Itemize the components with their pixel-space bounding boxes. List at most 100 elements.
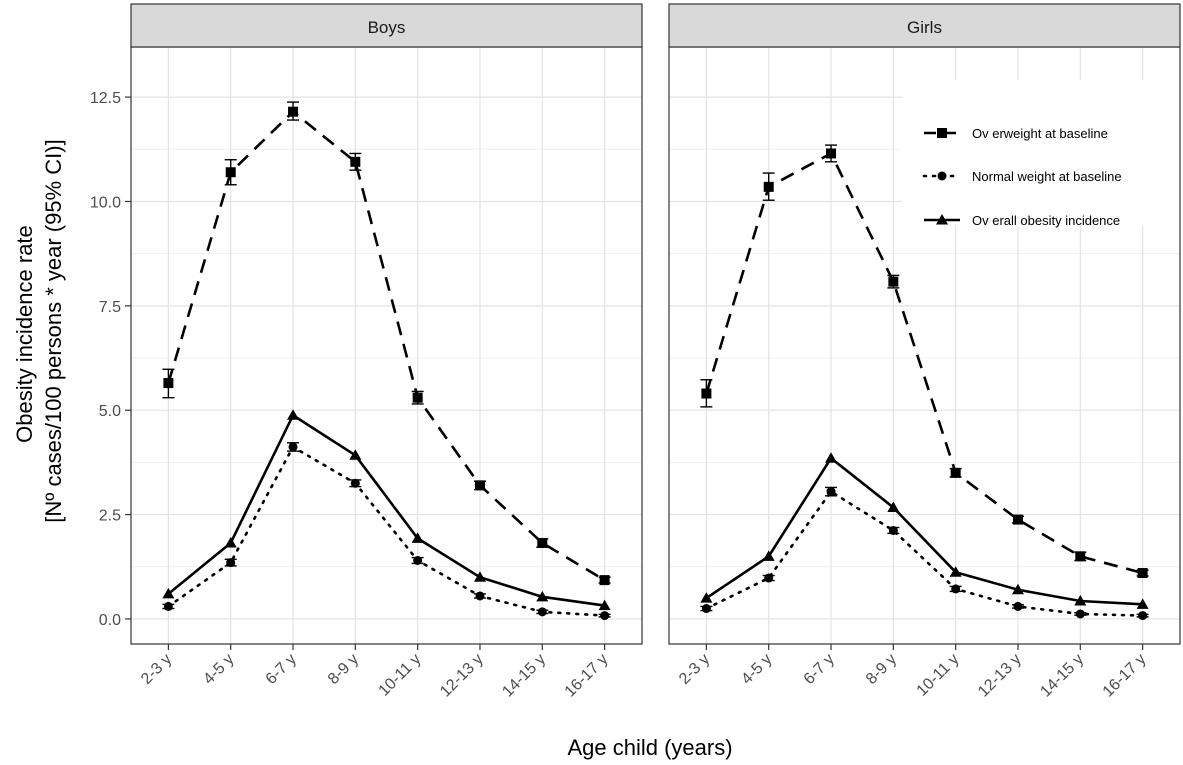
data-point-circle [1075,609,1085,619]
data-point-square [225,167,236,178]
data-point-square [163,378,174,389]
data-point-triangle [1074,594,1087,606]
data-point-circle [764,573,774,583]
data-point-triangle [762,550,775,561]
axis-titles: Obesity incidence rate [Nº cases/100 per… [12,139,733,760]
data-point-square [950,467,961,478]
y-tick-label: 7.5 [99,299,121,316]
legend: Ov erweight at baseline Normal weight at … [922,126,1122,228]
x-tick-label: 8-9 y [325,651,362,688]
y-tick-label: 10.0 [90,194,121,211]
x-tick-label: 14-15 y [499,651,549,701]
data-point-square [701,388,712,399]
data-point-triangle [887,501,900,512]
facet-strip-label: Girls [907,18,942,37]
x-tick-label: 10-11 y [376,651,425,700]
data-point-circle [951,584,961,594]
facet-strip-label: Boys [368,18,406,37]
data-point-triangle [287,409,300,420]
x-tick-label: 8-9 y [863,651,900,688]
panel-background [131,47,642,644]
x-tick-label: 6-7 y [263,651,300,688]
legend-label: Ov erweight at baseline [972,126,1108,141]
x-tick-label: 6-7 y [801,651,838,688]
legend-background [902,80,1180,226]
data-point-circle [413,556,423,566]
y-tick-label: 2.5 [99,508,121,525]
data-point-square [826,148,837,159]
data-point-square [288,106,299,117]
series-line [167,445,606,617]
x-tick-label: 12-13 y [437,651,487,701]
x-tick-label: 4-5 y [200,651,237,688]
data-point-circle [701,604,711,614]
data-point-triangle [1136,598,1149,609]
data-point-triangle [700,592,713,603]
data-point-triangle [949,566,962,577]
data-point-circle [1013,601,1023,611]
legend-key-circle [937,171,947,181]
data-point-square [1137,568,1148,579]
legend-key-triangle [936,214,948,225]
y-axis-title-line-2: [Nº cases/100 persons * year (95% CI)] [41,139,66,522]
data-point-square [1012,514,1023,525]
series-line [167,109,606,582]
data-point-square [412,392,423,403]
data-point-circle [600,611,610,621]
data-point-square [350,156,361,167]
legend-label: Ov erall obesity incidence [972,213,1120,228]
x-tick-label: 16-17 y [562,651,612,701]
series-line [167,413,605,607]
data-point-triangle [598,599,611,611]
series-2-girls [700,486,1149,621]
data-point-triangle [825,452,838,463]
facet-panel-boys: Boys 2-3 y 4-5 y 6-7 y 8-9 y 10-11 y 12-13 y 14… [130,3,643,701]
data-point-triangle [411,532,424,543]
data-point-square [888,276,899,287]
series-1-girls [700,144,1149,579]
series-3-boys [162,409,611,611]
data-point-circle [350,478,360,488]
data-point-triangle [473,571,486,582]
x-tick-label: 2-3 y [138,651,175,688]
facet-strip [130,3,643,48]
series-line [705,456,1143,606]
data-point-square [474,480,485,491]
data-point-square [1075,551,1086,562]
data-point-triangle [349,449,362,460]
series-line [705,489,1144,617]
data-point-circle [288,442,298,452]
data-point-triangle [1011,583,1024,595]
series-1-boys [162,101,611,586]
x-tick-label: 4-5 y [738,651,775,688]
x-tick-label: 10-11 y [914,651,963,700]
series-2-boys [162,442,611,621]
y-tick-label: 5.0 [99,403,121,420]
x-tick-label: 12-13 y [975,651,1025,701]
data-point-circle [163,601,173,611]
data-point-square [763,181,774,192]
data-point-circle [475,591,485,601]
data-point-circle [537,607,547,617]
y-axis-title: Obesity incidence rate [Nº cases/100 per… [12,139,66,522]
data-point-square [537,537,548,548]
data-point-circle [888,525,898,535]
legend-label: Normal weight at baseline [972,169,1122,184]
data-point-square [599,575,610,586]
data-point-circle [1138,611,1148,621]
x-axis-title: Age child (years) [567,735,732,760]
y-tick-label: 0.0 [99,612,121,629]
data-point-triangle [162,587,175,599]
y-tick-label: 12.5 [90,90,121,107]
data-point-circle [226,558,236,568]
y-axis-title-line-1: Obesity incidence rate [12,225,37,443]
x-tick-label: 2-3 y [676,651,713,688]
data-point-triangle [536,590,549,602]
x-tick-label: 14-15 y [1037,651,1087,701]
series-line [705,151,1143,575]
legend-key-square [937,128,947,138]
series-3-girls [700,452,1149,609]
